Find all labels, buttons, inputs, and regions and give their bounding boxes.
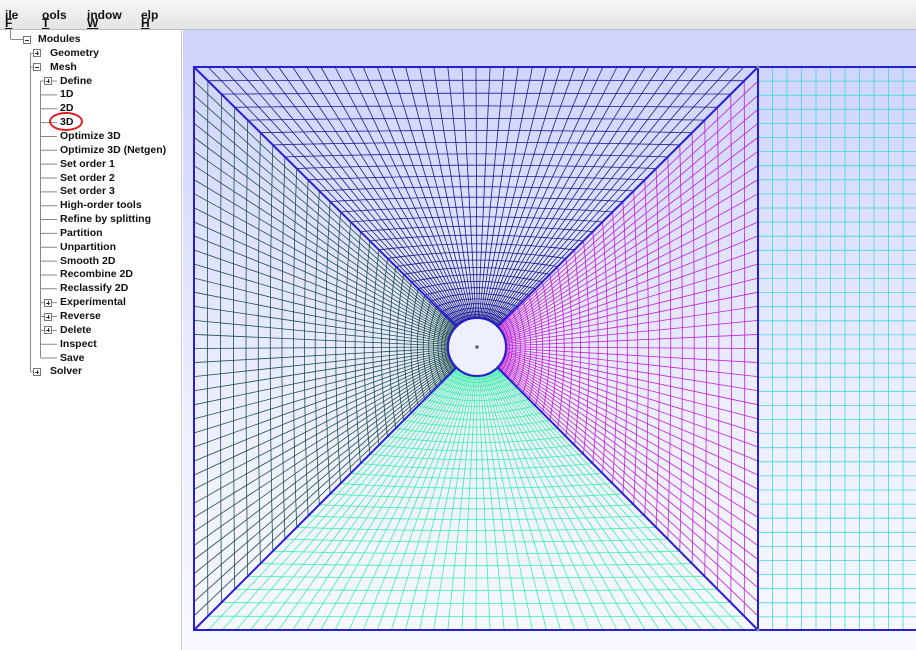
tree-node-refine-by-splitting[interactable]: Refine by splitting	[60, 213, 152, 226]
tree-node-high-order-tools[interactable]: High-order tools	[60, 199, 142, 212]
tree-expander-minus-icon[interactable]	[23, 35, 31, 44]
mesh-left-region	[193, 66, 457, 631]
tree-node-set-order-2[interactable]: Set order 2	[60, 171, 115, 184]
tree-node-experimental[interactable]: Experimental	[60, 296, 126, 309]
tree-node-1d[interactable]: 1D	[60, 88, 74, 101]
module-tree-panel: Modules Geometry Mesh Define 1D 2D 3D Optimize …	[0, 30, 182, 650]
tree-expander-minus-icon[interactable]	[33, 63, 41, 72]
tree-expander-plus-icon[interactable]	[44, 77, 52, 86]
tree-node-delete[interactable]: Delete	[60, 323, 92, 336]
tree-expander-plus-icon[interactable]	[44, 326, 52, 335]
tree-node-reclassify-2d[interactable]: Reclassify 2D	[60, 282, 129, 295]
mesh-top-region	[193, 66, 759, 327]
tree-node-solver[interactable]: Solver	[50, 365, 83, 378]
tree-expander-plus-icon[interactable]	[33, 49, 41, 58]
tree-node-recombine-2d[interactable]: Recombine 2D	[60, 268, 133, 281]
mesh-boundaries	[193, 66, 916, 631]
tree-node-inspect[interactable]: Inspect	[60, 337, 97, 350]
tree-node-reverse[interactable]: Reverse	[60, 310, 101, 322]
center-point	[475, 345, 479, 349]
tree-node-save[interactable]: Save	[60, 351, 85, 364]
mesh-right-region	[497, 66, 759, 631]
graphics-viewport[interactable]	[183, 30, 916, 650]
tree-node-smooth-2d[interactable]: Smooth 2D	[60, 254, 116, 267]
mesh-canvas[interactable]	[183, 30, 916, 650]
tree-node-define[interactable]: Define	[60, 74, 93, 87]
tree-node-unpartition[interactable]: Unpartition	[60, 240, 116, 253]
tree-node-optimize-3d-netgen[interactable]: Optimize 3D (Netgen)	[60, 143, 167, 156]
mesh-bottom-region	[193, 367, 759, 631]
tree-node-geometry[interactable]: Geometry	[50, 46, 100, 59]
tree-node-mesh[interactable]: Mesh	[50, 60, 77, 73]
tree-expander-plus-icon[interactable]	[44, 312, 52, 321]
selection-highlight-circle	[49, 112, 83, 131]
tree-node-optimize-3d[interactable]: Optimize 3D	[60, 129, 121, 142]
tree-expander-plus-icon[interactable]	[44, 298, 52, 307]
mesh-adjacent-region	[757, 66, 916, 630]
tree-node-3d[interactable]: 3D	[60, 116, 74, 129]
tree-node-2d[interactable]: 2D	[60, 102, 74, 115]
tree-node-modules[interactable]: Modules	[38, 33, 81, 45]
tree-node-partition[interactable]: Partition	[60, 226, 103, 239]
tree-node-set-order-1[interactable]: Set order 1	[60, 157, 115, 170]
tree-expander-plus-icon[interactable]	[33, 367, 41, 376]
tree-node-set-order-3[interactable]: Set order 3	[60, 185, 115, 198]
